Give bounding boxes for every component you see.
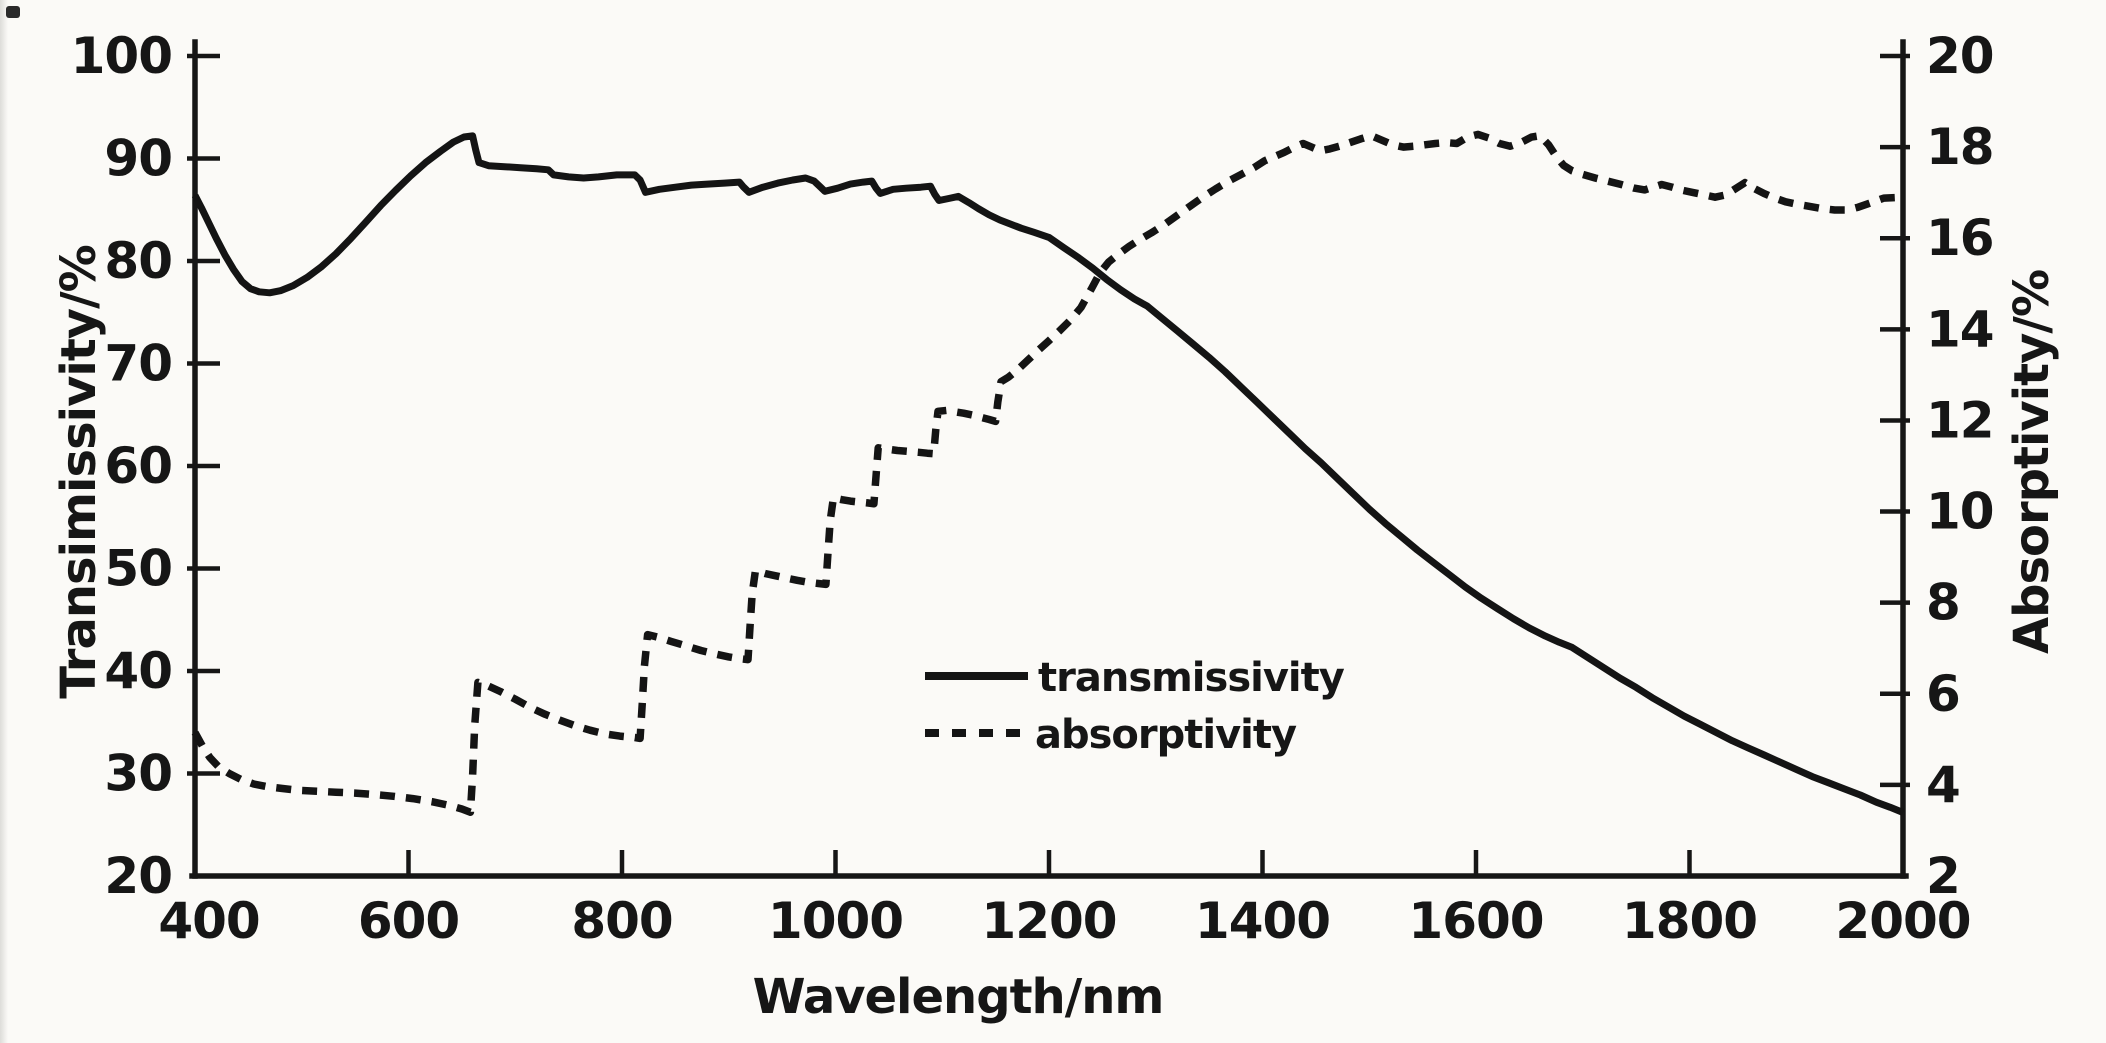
scan-artifact [6, 6, 20, 18]
y-left-tick-label: 80 [104, 232, 172, 290]
y-right-tick-label: 20 [1926, 27, 1994, 85]
y-left-tick-label: 60 [104, 437, 172, 495]
y-right-tick-label: 2 [1926, 847, 1960, 905]
x-tick-label: 800 [571, 892, 672, 950]
transmissivity-curve [191, 132, 1905, 816]
y-right-tick-label: 6 [1926, 665, 1960, 723]
y-right-tick-label: 8 [1926, 574, 1960, 632]
absorptivity-curve [191, 130, 1904, 816]
scan-edge-shadow [0, 0, 8, 1043]
x-tick-label: 600 [358, 892, 459, 950]
y-right-axis-ticks: 2 4 6 8 10 12 14 16 18 20 [1880, 27, 1995, 905]
y-left-tick-label: 100 [71, 27, 172, 85]
y-left-axis-title: Transimissivity/% [51, 245, 107, 698]
y-right-tick-label: 4 [1926, 756, 1960, 814]
y-left-tick-label: 20 [104, 847, 172, 905]
y-right-axis-title: Absorptivity/% [2004, 270, 2060, 654]
x-tick-label: 1600 [1408, 892, 1543, 950]
y-left-tick-label: 50 [104, 540, 172, 598]
legend-label-transmissivity: transmissivity [1038, 655, 1345, 701]
y-right-tick-label: 10 [1926, 483, 1994, 541]
x-axis-title: Wavelength/nm [753, 969, 1164, 1025]
y-left-tick-label: 90 [104, 130, 172, 188]
x-tick-label: 1200 [981, 892, 1116, 950]
y-left-tick-label: 40 [104, 642, 172, 700]
x-tick-label: 1400 [1195, 892, 1330, 950]
x-tick-label: 400 [158, 892, 259, 950]
y-right-tick-label: 18 [1926, 118, 1994, 176]
legend-label-absorptivity: absorptivity [1035, 712, 1297, 758]
data-series [191, 130, 1905, 816]
y-right-tick-label: 14 [1926, 300, 1994, 358]
y-right-tick-label: 12 [1926, 391, 1994, 449]
x-tick-label: 1800 [1622, 892, 1757, 950]
x-axis-ticks: 400 600 800 1000 1200 1400 1600 1800 2000 [158, 850, 1972, 950]
y-right-tick-label: 16 [1926, 209, 1994, 267]
y-left-tick-label: 30 [104, 745, 172, 803]
x-tick-label: 1000 [768, 892, 903, 950]
legend: transmissivity absorptivity [925, 655, 1346, 758]
y-left-axis-ticks: 20 30 40 50 60 70 80 90 100 [71, 27, 220, 905]
x-tick-label: 2000 [1835, 892, 1970, 950]
y-left-tick-label: 70 [104, 335, 172, 393]
